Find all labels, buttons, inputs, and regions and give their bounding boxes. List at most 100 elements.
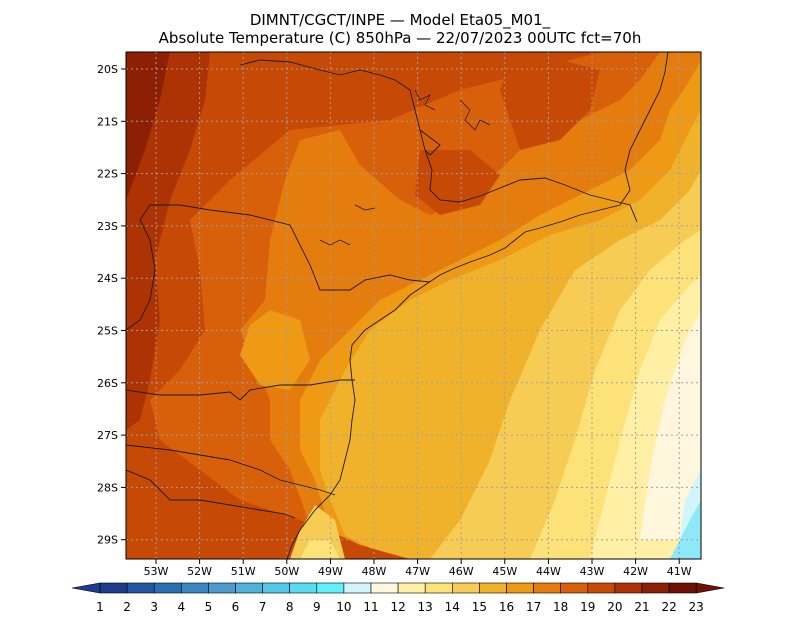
colorbar-label: 13 [418, 600, 433, 614]
colorbar-swatch [208, 582, 236, 594]
lat-tick-label: 29S [97, 534, 118, 547]
colorbar-label: 17 [526, 600, 541, 614]
colorbar-swatch [126, 582, 155, 594]
colorbar-label: 20 [607, 600, 622, 614]
colorbar-low-arrow [71, 582, 101, 594]
colorbar-swatch [153, 582, 182, 594]
lat-axis: 20S 21S 22S 23S 24S 25S 26S 27S 28S 29S [97, 63, 126, 547]
colorbar-high-arrow [695, 582, 725, 594]
colorbar-swatch [668, 582, 697, 594]
state-border-pr-sc [126, 379, 355, 401]
colorbar-label: 7 [259, 600, 267, 614]
lon-tick-label: 43W [580, 565, 605, 578]
colorbar-label: 6 [232, 600, 240, 614]
state-border-mg-north [419, 129, 441, 156]
reservoir-4 [354, 204, 376, 211]
reservoir-1 [414, 89, 436, 111]
band-c13-coast [300, 540, 340, 559]
lon-tick-label: 42W [623, 565, 648, 578]
colorbar-label: 11 [363, 600, 378, 614]
colorbar-swatch [533, 582, 561, 594]
state-border-ms-sp [150, 204, 431, 291]
chart-subtitle: Absolute Temperature (C) 850hPa — 22/07/… [158, 29, 642, 47]
lon-tick-label: 49W [318, 565, 343, 578]
colorbar-label: 18 [553, 600, 568, 614]
colorbar-label: 15 [472, 600, 487, 614]
colorbar-swatch [587, 582, 616, 594]
coastline [286, 52, 669, 559]
colorbar-label: 1 [96, 600, 104, 614]
colorbar-swatch [614, 582, 643, 594]
lon-tick-label: 47W [405, 565, 430, 578]
colorbar-label: 3 [150, 600, 158, 614]
lon-tick-label: 51W [231, 565, 256, 578]
colorbar-swatch [235, 582, 263, 594]
lon-tick-label: 45W [492, 565, 517, 578]
lat-tick-label: 26S [97, 377, 118, 390]
lat-tick-label: 25S [97, 325, 118, 338]
colorbar-swatch [424, 582, 453, 594]
colorbar-label: 8 [286, 600, 294, 614]
lat-tick-label: 21S [97, 115, 118, 128]
gridlines [126, 52, 701, 559]
band-c20 [126, 52, 210, 430]
colorbar-swatch [641, 582, 670, 594]
colorbar-swatch [451, 582, 480, 594]
colorbar-label: 22 [661, 600, 676, 614]
lat-tick-label: 22S [97, 168, 118, 181]
band-c21 [126, 52, 170, 200]
lon-tick-label: 41W [667, 565, 692, 578]
lon-axis: 53W 52W 51W 50W 49W 48W 47W 46W 45W 44W 43W 42W 41W [144, 559, 692, 578]
colorbar-swatch [397, 582, 426, 594]
colorbar-swatch [506, 582, 534, 594]
lon-tick-label: 53W [144, 565, 169, 578]
colorbar-label: 21 [634, 600, 649, 614]
colorbar-label: 2 [123, 600, 131, 614]
band-cyan [670, 500, 701, 559]
state-border-sp-mg [339, 69, 638, 223]
colorbar-label: 5 [205, 600, 213, 614]
colorbar-label: 16 [499, 600, 514, 614]
colorbar-swatch [560, 582, 589, 594]
border-paraguay [126, 204, 156, 331]
colorbar-label: 9 [313, 600, 321, 614]
colorbar-label: 23 [689, 600, 704, 614]
reservoir-2 [459, 99, 491, 131]
colorbar-swatch [181, 582, 209, 594]
colorbar-swatch [343, 582, 372, 594]
colorbar-label: 4 [177, 600, 185, 614]
chart-title: DIMNT/CGCT/INPE — Model Eta05_M01_ [249, 11, 551, 29]
lon-tick-label: 48W [362, 565, 387, 578]
colorbar-label: 14 [445, 600, 460, 614]
temperature-field [126, 52, 701, 559]
lon-tick-label: 44W [536, 565, 561, 578]
state-border-rs-west [126, 469, 296, 519]
lon-tick-label: 52W [187, 565, 212, 578]
colorbar-swatch [289, 582, 318, 594]
band-c19-inner2 [415, 150, 500, 215]
lat-tick-label: 24S [97, 272, 118, 285]
reservoir-3 [319, 239, 351, 246]
lat-tick-label: 27S [97, 429, 118, 442]
band-c11 [640, 310, 701, 540]
state-border-ms-north [239, 59, 341, 76]
colorbar-swatch [99, 582, 128, 594]
colorbar-swatch [479, 582, 507, 594]
lat-tick-label: 23S [97, 220, 118, 233]
colorbar-swatch [316, 582, 345, 594]
lat-tick-label: 28S [97, 481, 118, 494]
boundaries [126, 52, 669, 559]
colorbar-label: 19 [580, 600, 595, 614]
lat-tick-label: 20S [97, 63, 118, 76]
map-frame [125, 51, 702, 560]
colorbar-swatch [370, 582, 399, 594]
colorbar-swatch [262, 582, 291, 594]
colorbar-label: 12 [390, 600, 405, 614]
band-c19-inner [500, 60, 600, 150]
lon-tick-label: 46W [449, 565, 474, 578]
colorbar-label: 10 [336, 600, 351, 614]
lon-tick-label: 50W [274, 565, 299, 578]
state-border-sc-rs [126, 444, 336, 496]
